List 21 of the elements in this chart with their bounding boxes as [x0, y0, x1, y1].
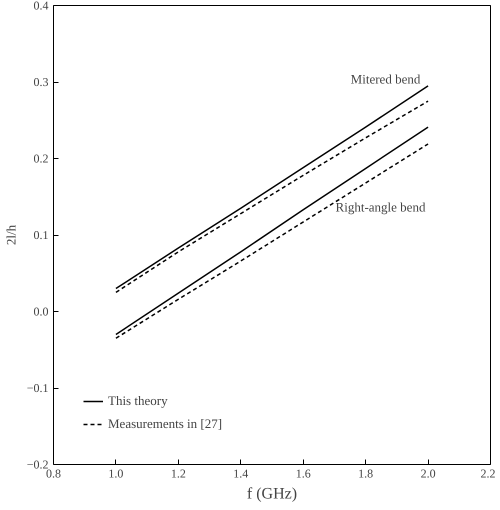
y-tick-label: −0.2	[26, 458, 49, 472]
x-tick-label: 2.0	[420, 466, 436, 480]
y-tick-label: 0.3	[34, 75, 48, 89]
x-tick-label: 0.8	[46, 466, 61, 480]
annotation: Right-angle bend	[336, 200, 426, 214]
y-tick-label: 0.0	[34, 304, 48, 318]
x-tick-label: 1.2	[170, 466, 186, 480]
x-axis-title: f (GHz)	[246, 486, 298, 502]
y-tick-label: 0.2	[34, 152, 48, 166]
legend-label: Measurements in [27]	[108, 416, 222, 432]
y-tick-label: −0.1	[26, 381, 49, 395]
y-tick-label: 0.1	[34, 228, 48, 242]
legend-label: This theory	[108, 393, 168, 409]
x-tick-label: 2.2	[480, 466, 496, 480]
x-tick-label: 1.4	[233, 466, 248, 480]
annotation: Mitered bend	[350, 72, 421, 86]
x-tick-label: 1.0	[108, 466, 124, 480]
y-tick-label: 0.4	[34, 0, 48, 12]
x-tick-label: 1.8	[358, 466, 374, 480]
y-axis-title: 2l/h	[4, 224, 19, 246]
x-tick-label: 1.6	[296, 466, 311, 480]
